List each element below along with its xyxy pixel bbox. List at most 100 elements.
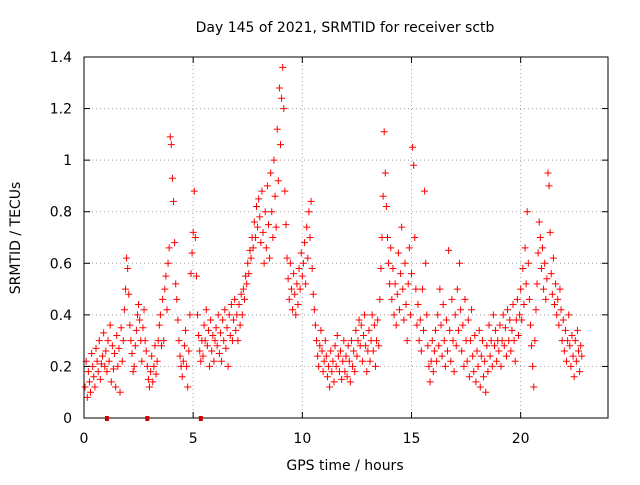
data-point bbox=[460, 362, 468, 370]
data-point bbox=[303, 223, 311, 231]
data-point bbox=[417, 347, 425, 355]
data-point bbox=[454, 326, 462, 334]
data-point bbox=[352, 326, 360, 334]
data-point bbox=[564, 337, 572, 345]
data-point bbox=[305, 208, 313, 216]
data-point bbox=[187, 270, 195, 278]
data-point bbox=[450, 368, 458, 376]
data-point bbox=[474, 362, 482, 370]
data-point bbox=[192, 272, 200, 280]
data-point bbox=[548, 290, 556, 298]
data-point bbox=[428, 337, 436, 345]
data-point bbox=[370, 321, 378, 329]
data-point bbox=[232, 326, 240, 334]
data-point bbox=[96, 375, 104, 383]
data-point bbox=[131, 342, 139, 350]
data-point bbox=[420, 326, 428, 334]
data-point bbox=[435, 342, 443, 350]
data-point bbox=[552, 280, 560, 288]
data-point bbox=[117, 324, 125, 332]
data-point bbox=[124, 264, 132, 272]
data-point bbox=[293, 280, 301, 288]
data-point bbox=[523, 208, 531, 216]
x-tick-label: 15 bbox=[403, 431, 421, 447]
data-point bbox=[532, 306, 540, 314]
data-point bbox=[320, 357, 328, 365]
data-point bbox=[465, 373, 473, 381]
data-point bbox=[423, 311, 431, 319]
data-point bbox=[442, 316, 450, 324]
data-point bbox=[387, 244, 395, 252]
data-point bbox=[566, 342, 574, 350]
data-point bbox=[204, 326, 212, 334]
data-point bbox=[178, 373, 186, 381]
data-point bbox=[518, 316, 526, 324]
data-point bbox=[254, 223, 262, 231]
data-point bbox=[406, 311, 414, 319]
data-point bbox=[471, 331, 479, 339]
data-point bbox=[404, 280, 412, 288]
data-point bbox=[149, 378, 157, 386]
data-point bbox=[500, 342, 508, 350]
data-point bbox=[570, 373, 578, 381]
data-point bbox=[199, 352, 207, 360]
data-point bbox=[357, 321, 365, 329]
data-point bbox=[449, 337, 457, 345]
data-point bbox=[307, 197, 315, 205]
data-point bbox=[209, 331, 217, 339]
data-point bbox=[470, 368, 478, 376]
data-point bbox=[268, 208, 276, 216]
data-points bbox=[81, 63, 586, 401]
data-point bbox=[382, 203, 390, 211]
data-point bbox=[433, 357, 441, 365]
data-point bbox=[180, 342, 188, 350]
data-point bbox=[480, 373, 488, 381]
data-point bbox=[391, 280, 399, 288]
data-point bbox=[388, 295, 396, 303]
data-point bbox=[439, 301, 447, 309]
y-tick-label: 0.2 bbox=[50, 359, 72, 375]
data-point bbox=[247, 254, 255, 262]
data-point bbox=[201, 337, 209, 345]
data-point bbox=[466, 337, 474, 345]
data-point bbox=[531, 337, 539, 345]
data-point bbox=[339, 357, 347, 365]
data-point bbox=[344, 342, 352, 350]
data-point bbox=[524, 259, 532, 267]
data-point bbox=[496, 321, 504, 329]
data-point bbox=[577, 342, 585, 350]
data-point bbox=[313, 337, 321, 345]
data-point bbox=[135, 301, 143, 309]
data-point bbox=[99, 352, 107, 360]
data-point bbox=[191, 234, 199, 241]
data-point bbox=[510, 337, 518, 345]
data-point bbox=[403, 337, 411, 345]
data-point bbox=[437, 321, 445, 329]
data-point bbox=[202, 306, 210, 314]
data-point bbox=[342, 352, 350, 360]
data-point bbox=[295, 264, 303, 272]
axis-ticks: 0 0.2 0.4 0.6 0.8 1 1.2 1.4 0 5 10 15 20 bbox=[50, 50, 608, 447]
data-point bbox=[547, 270, 555, 278]
x-axis-label: GPS time / hours bbox=[286, 458, 403, 474]
data-point bbox=[294, 301, 302, 309]
data-point bbox=[549, 254, 557, 262]
data-point bbox=[236, 321, 244, 329]
data-point bbox=[215, 350, 223, 358]
data-point bbox=[416, 316, 424, 324]
data-point bbox=[488, 362, 496, 370]
data-point bbox=[571, 337, 579, 345]
data-point bbox=[399, 285, 407, 293]
data-point bbox=[285, 295, 293, 303]
data-point bbox=[259, 228, 267, 236]
data-point bbox=[361, 311, 369, 319]
plot-frame bbox=[83, 56, 609, 419]
data-point bbox=[226, 331, 234, 339]
data-point bbox=[206, 362, 214, 370]
data-point bbox=[541, 259, 549, 267]
x-tick-label: 0 bbox=[80, 431, 89, 447]
data-point bbox=[457, 306, 465, 314]
data-point bbox=[543, 275, 551, 283]
data-point bbox=[534, 249, 542, 257]
data-point bbox=[283, 254, 291, 262]
